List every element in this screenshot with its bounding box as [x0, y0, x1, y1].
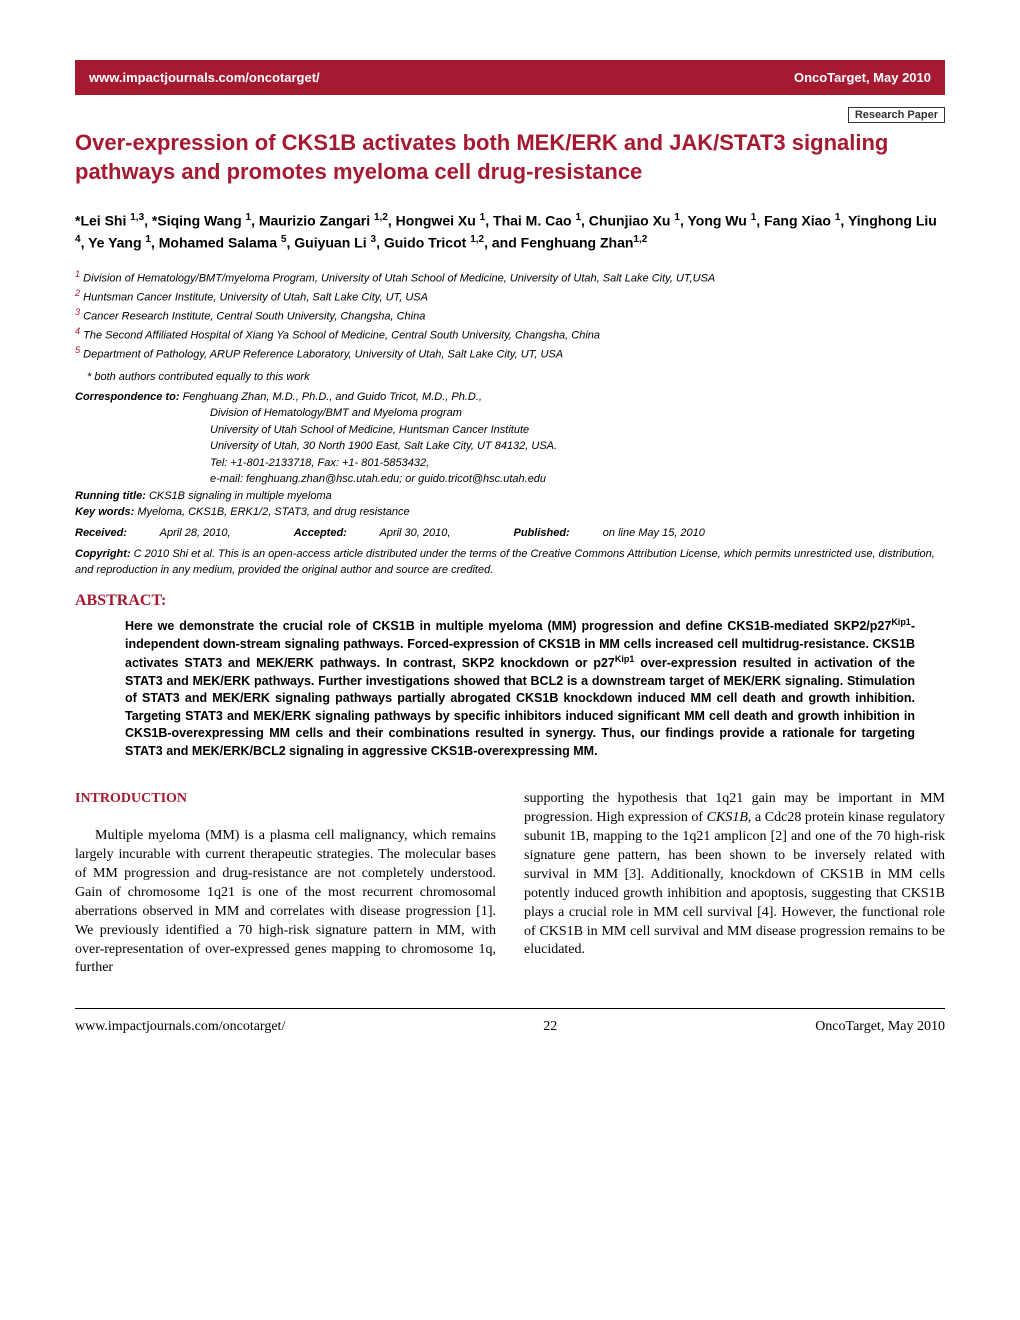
- column-left: INTRODUCTION Multiple myeloma (MM) is a …: [75, 790, 496, 978]
- running-title: Running title: CKS1B signaling in multip…: [75, 488, 945, 505]
- affiliation-5: 5 Department of Pathology, ARUP Referenc…: [75, 344, 945, 363]
- article-title: Over-expression of CKS1B activates both …: [75, 129, 945, 186]
- abstract-heading: ABSTRACT:: [75, 592, 945, 610]
- column-right: supporting the hypothesis that 1q21 gain…: [524, 790, 945, 978]
- equal-contribution: * both authors contributed equally to th…: [87, 371, 945, 383]
- keywords: Key words: Myeloma, CKS1B, ERK1/2, STAT3…: [75, 504, 945, 521]
- abstract-body: Here we demonstrate the crucial role of …: [125, 616, 915, 760]
- dates: Received: April 28, 2010, Accepted: Apri…: [75, 525, 945, 542]
- copyright: Copyright: C 2010 Shi et al. This is an …: [75, 547, 945, 578]
- affiliation-1: 1 Division of Hematology/BMT/myeloma Pro…: [75, 268, 945, 287]
- intro-paragraph-2: supporting the hypothesis that 1q21 gain…: [524, 790, 945, 960]
- affiliation-4: 4 The Second Affiliated Hospital of Xian…: [75, 325, 945, 344]
- footer: www.impactjournals.com/oncotarget/ 22 On…: [75, 1019, 945, 1035]
- header-url: www.impactjournals.com/oncotarget/: [89, 70, 320, 85]
- body-columns: INTRODUCTION Multiple myeloma (MM) is a …: [75, 790, 945, 978]
- header-journal: OncoTarget, May 2010: [794, 70, 931, 85]
- affiliation-2: 2 Huntsman Cancer Institute, University …: [75, 287, 945, 306]
- footer-rule: [75, 1008, 945, 1009]
- authors: *Lei Shi 1,3, *Siqing Wang 1, Maurizio Z…: [75, 210, 945, 253]
- affiliation-3: 3 Cancer Research Institute, Central Sou…: [75, 306, 945, 325]
- header-bar: www.impactjournals.com/oncotarget/ OncoT…: [75, 60, 945, 95]
- introduction-heading: INTRODUCTION: [75, 790, 496, 809]
- intro-paragraph-1: Multiple myeloma (MM) is a plasma cell m…: [75, 827, 496, 978]
- page-number: 22: [543, 1019, 557, 1035]
- footer-journal: OncoTarget, May 2010: [815, 1019, 945, 1035]
- footer-url: www.impactjournals.com/oncotarget/: [75, 1019, 285, 1035]
- correspondence: Correspondence to: Fenghuang Zhan, M.D.,…: [75, 389, 945, 488]
- affiliations: 1 Division of Hematology/BMT/myeloma Pro…: [75, 268, 945, 363]
- research-paper-tag: Research Paper: [75, 105, 945, 123]
